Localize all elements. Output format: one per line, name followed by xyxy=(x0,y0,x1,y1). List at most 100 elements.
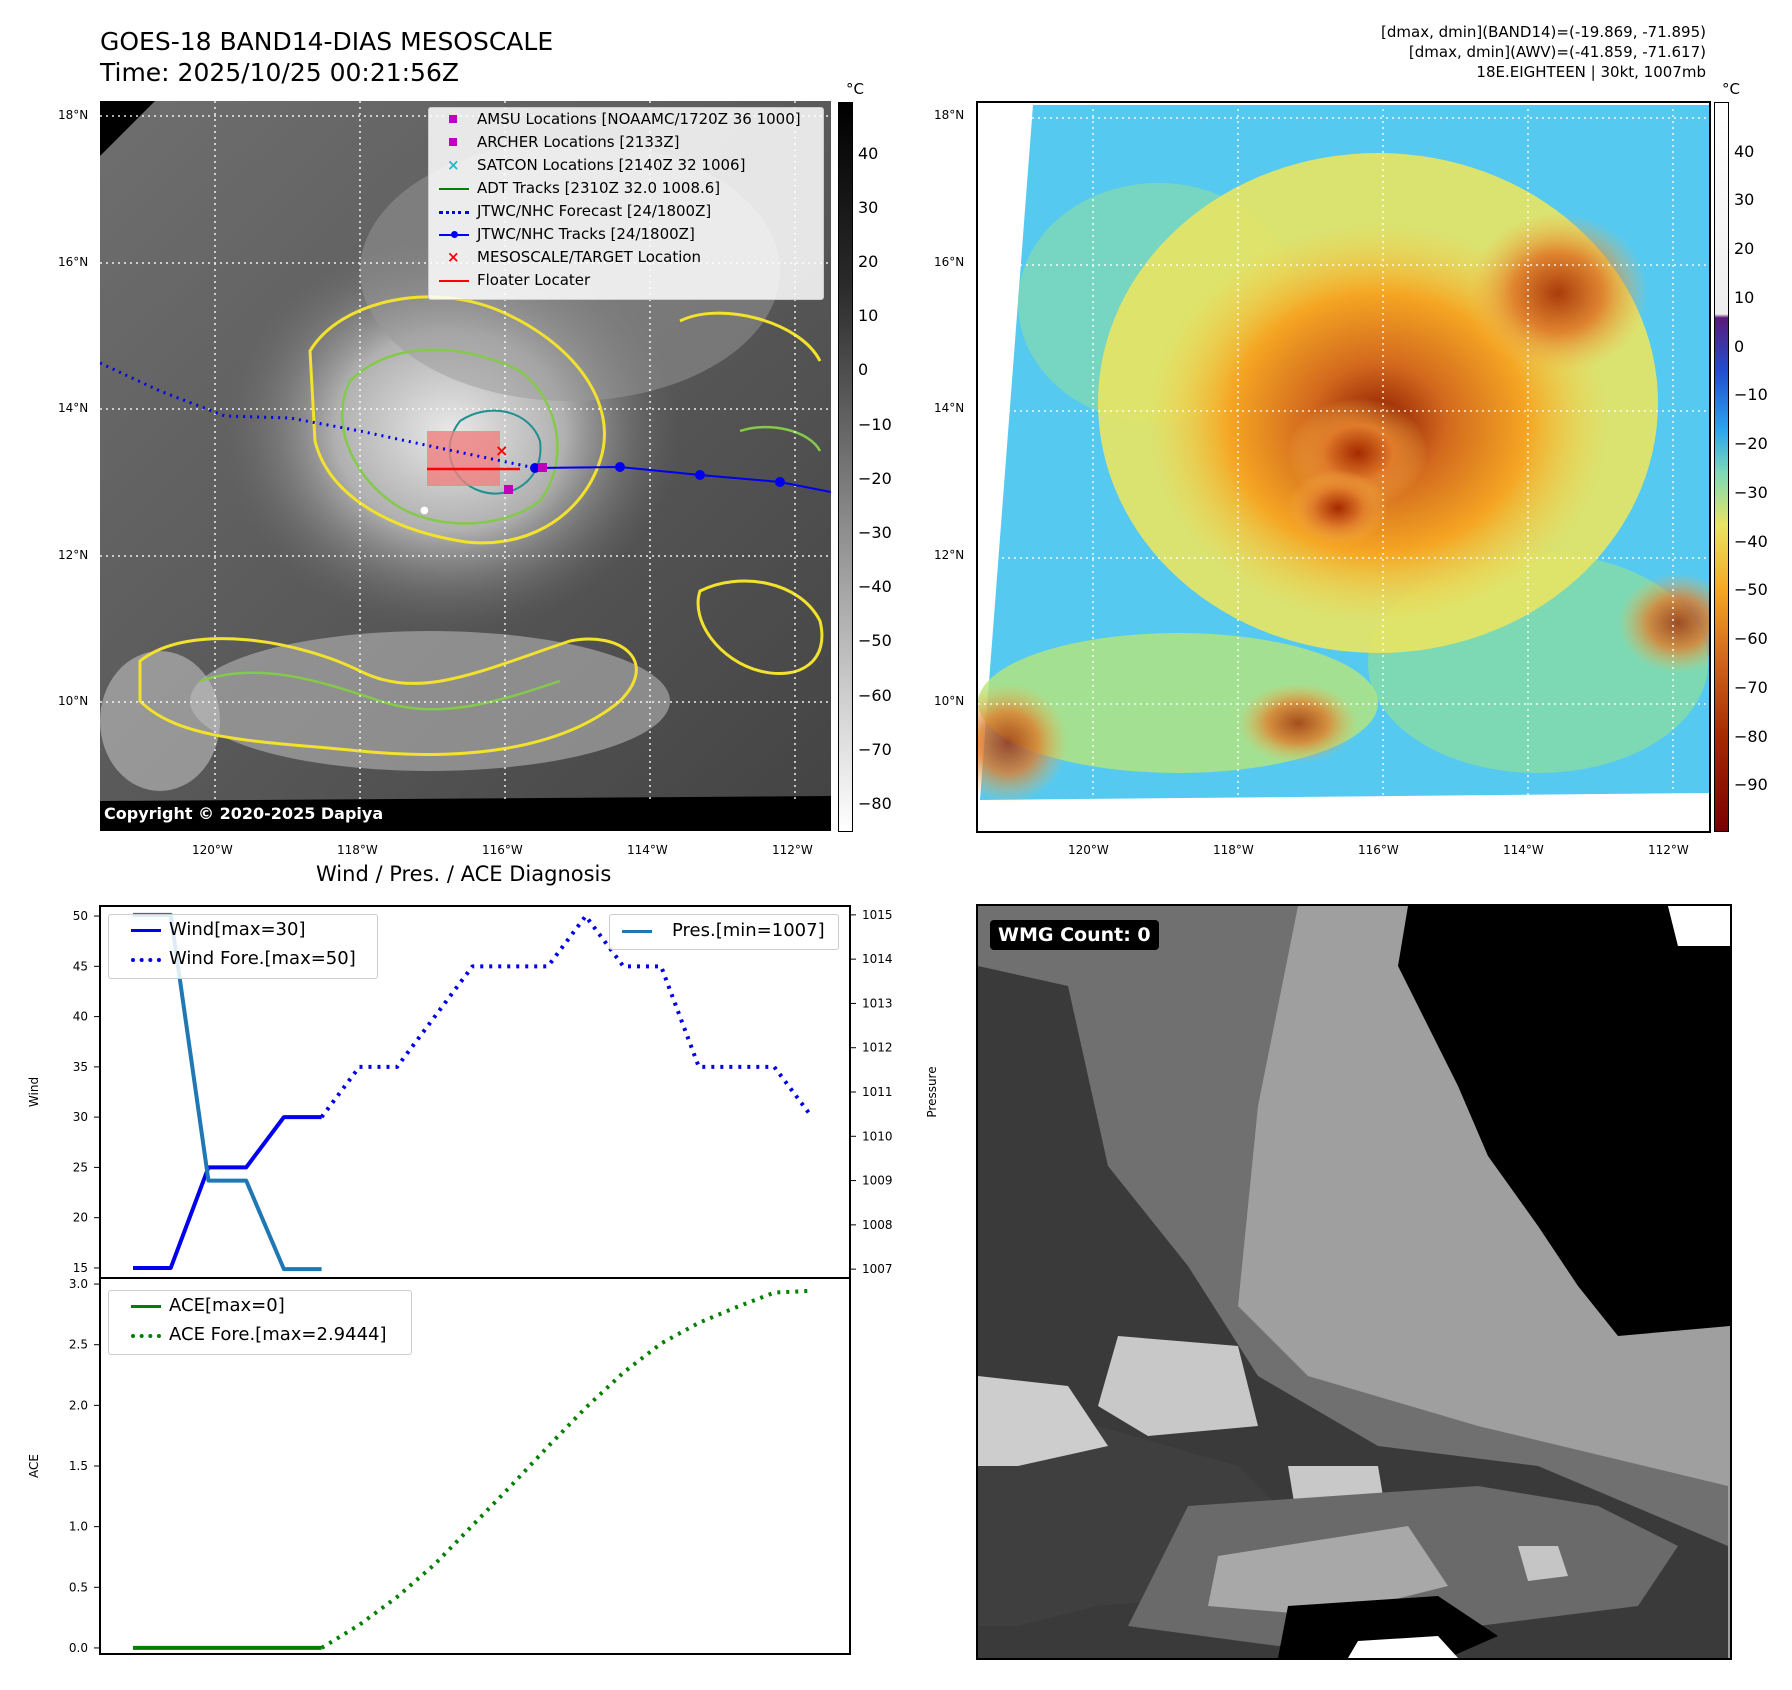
ir-cb-tick: −80 xyxy=(858,794,892,813)
figure-title: GOES-18 BAND14-DIAS MESOSCALE Time: 2025… xyxy=(100,26,553,88)
legend-wind-forecast: Wind Fore.[max=50] xyxy=(109,944,377,973)
ir-lon-tick-116: 116°W xyxy=(482,843,523,857)
square-marker-icon xyxy=(449,115,457,123)
ir-lat-tick-16: 16°N xyxy=(58,255,89,269)
y-tick-label: 3.0 xyxy=(69,1277,88,1291)
ir-lat-tick-12: 12°N xyxy=(58,548,89,562)
diagnosis-title: Wind / Pres. / ACE Diagnosis xyxy=(316,862,612,886)
ir-cb-tick: −50 xyxy=(858,631,892,650)
wv-cb-tick: −70 xyxy=(1734,678,1768,697)
ir-lat-tick-10: 10°N xyxy=(58,694,89,708)
wv-cb-tick: 30 xyxy=(1734,190,1755,209)
wv-cb-tick: 40 xyxy=(1734,142,1755,161)
legend-ace: ACE[max=0] xyxy=(109,1291,411,1320)
wv-lat-tick-10: 10°N xyxy=(934,694,965,708)
ir-cb-tick: 40 xyxy=(858,144,879,163)
y-right-tick-label: 1007 xyxy=(862,1262,893,1276)
wmg-image xyxy=(978,906,1730,1658)
ir-lat-tick-14: 14°N xyxy=(58,401,89,415)
y-tick-label: 45 xyxy=(73,959,88,973)
wv-cb-tick: −60 xyxy=(1734,629,1768,648)
wv-cb-tick: 0 xyxy=(1734,337,1745,356)
ir-lon-tick-120: 120°W xyxy=(192,843,233,857)
series-line-1 xyxy=(320,914,814,1119)
y-tick-label: 0.0 xyxy=(69,1641,88,1655)
series-line-1 xyxy=(320,1288,813,1650)
wv-cb-tick: −50 xyxy=(1734,580,1768,599)
title-line-2: Time: 2025/10/25 00:21:56Z xyxy=(100,58,459,87)
y-right-tick-label: 1012 xyxy=(862,1041,893,1055)
wind-legend: Wind[max=30] Wind Fore.[max=50] xyxy=(108,914,378,979)
y-tick-label: 1.5 xyxy=(69,1459,88,1473)
wv-colorbar xyxy=(1714,102,1729,832)
y-tick-label: 1.0 xyxy=(69,1520,88,1534)
y-right-tick-label: 1014 xyxy=(862,952,893,966)
dotted-line-icon xyxy=(439,211,469,214)
legend-tracks: JTWC/NHC Tracks [24/1800Z] xyxy=(429,223,823,246)
pressure-legend: Pres.[min=1007] xyxy=(609,914,839,950)
wv-lat-tick-18: 18°N xyxy=(934,108,965,122)
x-marker-icon: × xyxy=(447,156,460,174)
legend-archer: ARCHER Locations [2133Z] xyxy=(429,131,823,154)
title-line-1: GOES-18 BAND14-DIAS MESOSCALE xyxy=(100,27,554,56)
legend-floater: Floater Locater xyxy=(429,269,823,292)
ir-legend: AMSU Locations [NOAAMC/1720Z 36 1000] AR… xyxy=(428,107,824,300)
ace-legend: ACE[max=0] ACE Fore.[max=2.9444] xyxy=(108,1290,412,1355)
wv-satellite-panel xyxy=(948,101,1738,833)
info-line-2: [dmax, dmin](AWV)=(-41.859, -71.617) xyxy=(1408,43,1706,61)
series-line-0 xyxy=(133,1115,322,1270)
wmg-count-badge: WMG Count: 0 xyxy=(990,920,1159,950)
line-icon xyxy=(622,930,652,933)
line-icon xyxy=(131,1305,161,1308)
wv-cb-tick: −40 xyxy=(1734,532,1768,551)
wv-cb-tick: −80 xyxy=(1734,727,1768,746)
wv-lon-tick-114: 114°W xyxy=(1503,843,1544,857)
wv-cb-tick: −90 xyxy=(1734,775,1768,794)
legend-forecast: JTWC/NHC Forecast [24/1800Z] xyxy=(429,200,823,223)
wv-cb-tick: −10 xyxy=(1734,385,1768,404)
y-axis-label: Wind xyxy=(27,1077,41,1107)
ir-cb-tick: −70 xyxy=(858,740,892,759)
ir-lat-tick-18: 18°N xyxy=(58,108,89,122)
y-right-tick-label: 1011 xyxy=(862,1085,893,1099)
y-right-tick-label: 1010 xyxy=(862,1129,893,1143)
ir-cb-tick: −60 xyxy=(858,686,892,705)
wv-image xyxy=(948,103,1738,803)
wv-cb-tick: 10 xyxy=(1734,288,1755,307)
y-tick-label: 50 xyxy=(73,909,88,923)
ir-cb-tick: 10 xyxy=(858,306,879,325)
y-tick-label: 30 xyxy=(73,1110,88,1124)
ir-cb-tick: 0 xyxy=(858,360,869,379)
legend-satcon: × SATCON Locations [2140Z 32 1006] xyxy=(429,154,823,177)
y-tick-label: 35 xyxy=(73,1060,88,1074)
legend-wind: Wind[max=30] xyxy=(109,915,377,944)
diagnosis-charts: 15 20 25 30 35 40 45 50 Wind 1007 1008 1009 1010 1011… xyxy=(27,905,939,1655)
info-block: [dmax, dmin](BAND14)=(-19.869, -71.895) … xyxy=(1381,22,1706,82)
y-right-tick-label: 1009 xyxy=(862,1174,893,1188)
y-tick-label: 15 xyxy=(73,1261,88,1275)
wv-lon-tick-112: 112°W xyxy=(1648,843,1689,857)
line-icon xyxy=(439,188,469,190)
line-icon xyxy=(439,280,469,282)
y-tick-label: 40 xyxy=(73,1010,88,1024)
square-marker-icon xyxy=(449,138,457,146)
info-line-1: [dmax, dmin](BAND14)=(-19.869, -71.895) xyxy=(1381,23,1706,41)
ir-cb-tick: 30 xyxy=(858,198,879,217)
y-tick-label: 20 xyxy=(73,1211,88,1225)
legend-ace-forecast: ACE Fore.[max=2.9444] xyxy=(109,1320,411,1349)
copyright-text: Copyright © 2020-2025 Dapiya xyxy=(104,804,384,823)
info-line-3: 18E.EIGHTEEN | 30kt, 1007mb xyxy=(1476,63,1706,81)
legend-adt: ADT Tracks [2310Z 32.0 1008.6] xyxy=(429,177,823,200)
x-marker-icon: × xyxy=(447,248,460,266)
ace-axes: 0.0 0.5 1.0 1.5 2.0 2.5 3.0 ACE xyxy=(27,1277,851,1655)
legend-target: × MESOSCALE/TARGET Location xyxy=(429,246,823,269)
ir-cb-tick: −30 xyxy=(858,523,892,542)
svg-text:×: × xyxy=(495,441,508,460)
y-right-tick-label: 1013 xyxy=(862,996,893,1010)
wv-lon-tick-116: 116°W xyxy=(1358,843,1399,857)
wmg-panel: WMG Count: 0 xyxy=(976,904,1732,1660)
y-tick-label: 2.0 xyxy=(69,1398,88,1412)
svg-text:●: ● xyxy=(420,505,429,516)
ir-cb-tick: 20 xyxy=(858,252,879,271)
y-right-tick-label: 1008 xyxy=(862,1218,893,1232)
